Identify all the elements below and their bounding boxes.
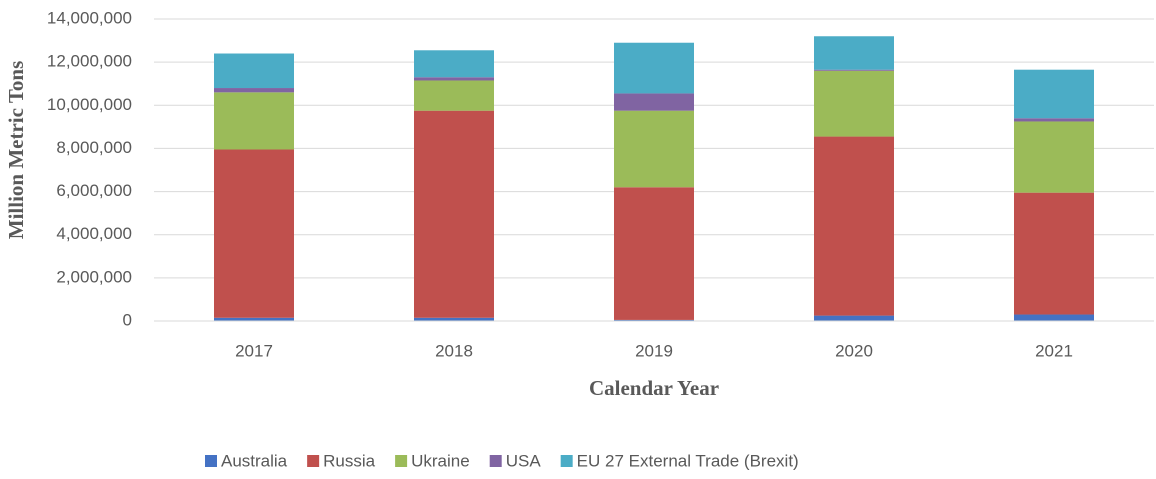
bar-segment bbox=[614, 110, 694, 188]
bar-segment bbox=[414, 317, 494, 321]
bar-segment bbox=[814, 136, 894, 316]
bar-segment bbox=[214, 88, 294, 93]
bar-segment bbox=[414, 80, 494, 111]
legend-swatch bbox=[395, 455, 408, 467]
legend-swatch bbox=[307, 455, 320, 467]
bar-segment bbox=[614, 42, 694, 94]
x-tick-label: 2020 bbox=[835, 341, 873, 360]
legend-swatch bbox=[560, 455, 573, 467]
legend-label: EU 27 External Trade (Brexit) bbox=[577, 451, 799, 470]
bar-segment bbox=[814, 69, 894, 71]
bar-segment bbox=[614, 187, 694, 320]
y-tick-label: 12,000,000 bbox=[47, 52, 132, 71]
legend-swatch bbox=[205, 455, 217, 467]
bar-segment bbox=[1014, 118, 1094, 122]
x-tick-label: 2019 bbox=[635, 341, 673, 360]
bar-segment bbox=[414, 77, 494, 81]
legend-label: Ukraine bbox=[411, 451, 470, 470]
bar-segment bbox=[814, 315, 894, 321]
bar-segment bbox=[414, 50, 494, 78]
x-tick-label: 2018 bbox=[435, 341, 473, 360]
x-tick-label: 2017 bbox=[235, 341, 273, 360]
bar-segment bbox=[1014, 314, 1094, 321]
y-tick-label: 4,000,000 bbox=[56, 224, 132, 243]
y-tick-label: 6,000,000 bbox=[56, 181, 132, 200]
legend-swatch bbox=[489, 455, 502, 467]
bar-segment bbox=[1014, 192, 1094, 315]
bar-segment bbox=[214, 149, 294, 318]
bar-segment bbox=[214, 53, 294, 89]
bar-segment bbox=[1014, 69, 1094, 119]
bar-segment bbox=[614, 319, 694, 321]
x-axis-title: Calendar Year bbox=[589, 376, 719, 400]
bar-segment bbox=[814, 70, 894, 137]
bar-segment bbox=[214, 92, 294, 150]
legend-label: Australia bbox=[221, 451, 288, 470]
legend-label: USA bbox=[506, 451, 542, 470]
y-tick-label: 0 bbox=[123, 310, 132, 329]
x-tick-label: 2021 bbox=[1035, 341, 1073, 360]
legend-label: Russia bbox=[323, 451, 376, 470]
y-axis-title: Million Metric Tons bbox=[4, 61, 28, 240]
bar-segment bbox=[614, 93, 694, 111]
bar-segment bbox=[1014, 121, 1094, 193]
bar-segment bbox=[814, 36, 894, 70]
bar-segment bbox=[214, 317, 294, 321]
bar-segment bbox=[414, 110, 494, 318]
y-tick-label: 14,000,000 bbox=[47, 8, 132, 27]
y-tick-label: 2,000,000 bbox=[56, 267, 132, 286]
y-tick-label: 8,000,000 bbox=[56, 138, 132, 157]
y-tick-label: 10,000,000 bbox=[47, 95, 132, 114]
